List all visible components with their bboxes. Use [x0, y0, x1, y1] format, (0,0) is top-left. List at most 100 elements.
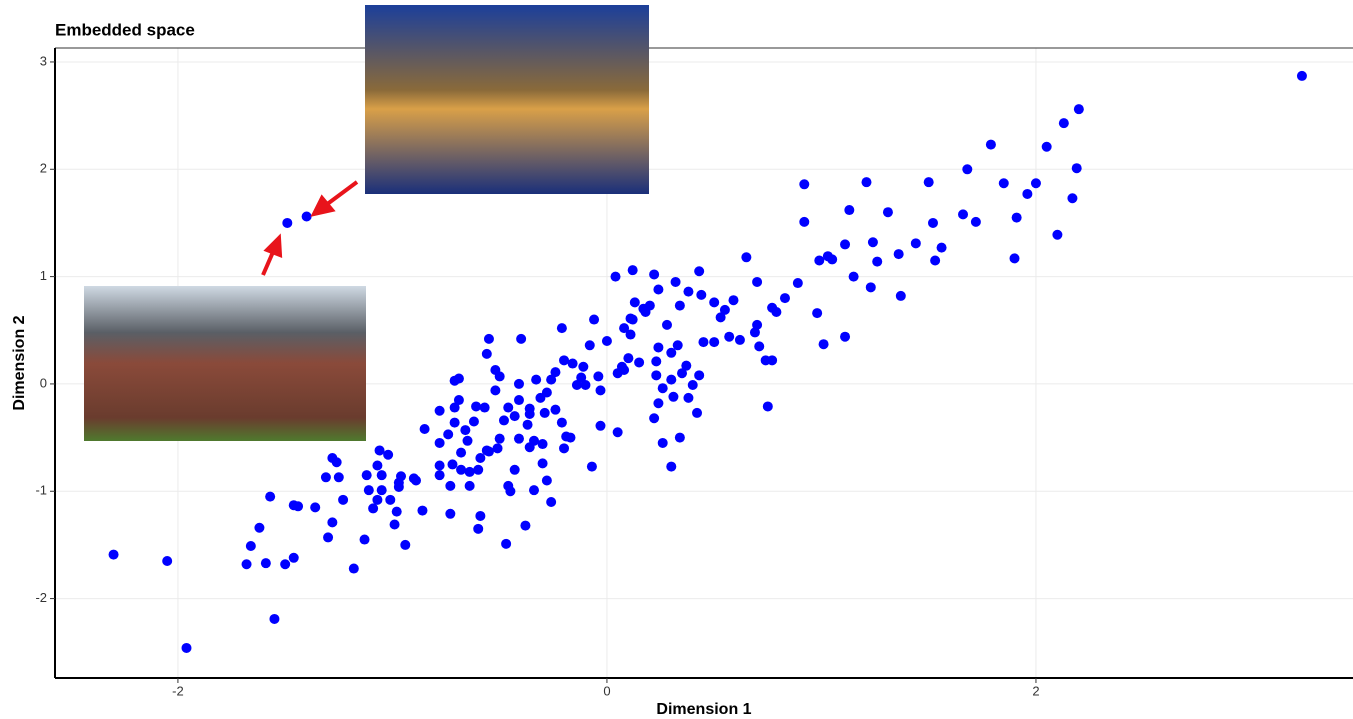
x-tick-label: -2 — [172, 683, 184, 698]
point — [499, 415, 509, 425]
point — [392, 507, 402, 517]
point — [510, 465, 520, 475]
y-tick-label: 3 — [40, 53, 47, 68]
point — [694, 266, 704, 276]
photo-manor — [84, 286, 366, 441]
point — [1012, 213, 1022, 223]
point — [525, 442, 535, 452]
point — [1031, 178, 1041, 188]
point — [962, 164, 972, 174]
point — [550, 405, 560, 415]
point — [280, 559, 290, 569]
point — [883, 207, 893, 217]
point — [484, 334, 494, 344]
point — [450, 418, 460, 428]
point — [546, 375, 556, 385]
point — [986, 140, 996, 150]
point — [666, 375, 676, 385]
point — [559, 443, 569, 453]
point — [971, 217, 981, 227]
point — [626, 330, 636, 340]
point — [559, 355, 569, 365]
point — [593, 371, 603, 381]
point — [364, 485, 374, 495]
point — [538, 458, 548, 468]
point — [435, 470, 445, 480]
x-axis-title: Dimension 1 — [656, 701, 751, 718]
point — [638, 304, 648, 314]
point — [1297, 71, 1307, 81]
point — [475, 453, 485, 463]
y-axis-title: Dimension 2 — [11, 315, 28, 410]
point — [924, 177, 934, 187]
point — [602, 336, 612, 346]
point — [613, 427, 623, 437]
y-tick-label: 0 — [40, 375, 47, 390]
point — [894, 249, 904, 259]
chart: Embedded space Dimension 1 Dimension 2 -… — [0, 0, 1353, 719]
point — [349, 564, 359, 574]
point — [482, 349, 492, 359]
point — [958, 209, 968, 219]
point — [716, 312, 726, 322]
point — [456, 465, 466, 475]
point — [651, 356, 661, 366]
point — [709, 337, 719, 347]
point — [649, 269, 659, 279]
point — [242, 559, 252, 569]
point — [692, 408, 702, 418]
point — [495, 434, 505, 444]
arrow-head — [267, 238, 280, 255]
point — [911, 238, 921, 248]
point — [505, 486, 515, 496]
point — [799, 217, 809, 227]
point — [435, 438, 445, 448]
point — [516, 334, 526, 344]
point — [565, 433, 575, 443]
point — [658, 438, 668, 448]
point — [443, 429, 453, 439]
point — [383, 450, 393, 460]
point — [724, 332, 734, 342]
point — [698, 337, 708, 347]
point — [362, 470, 372, 480]
point — [490, 365, 500, 375]
point — [557, 418, 567, 428]
point — [658, 383, 668, 393]
point — [868, 237, 878, 247]
point — [937, 243, 947, 253]
point — [310, 502, 320, 512]
point — [254, 523, 264, 533]
point — [812, 308, 822, 318]
point — [823, 251, 833, 261]
point — [368, 503, 378, 513]
point — [471, 401, 481, 411]
photo-palace — [365, 5, 649, 194]
point — [520, 521, 530, 531]
point — [999, 178, 1009, 188]
point — [327, 517, 337, 527]
point — [246, 541, 256, 551]
point — [585, 340, 595, 350]
point — [523, 420, 533, 430]
point — [628, 265, 638, 275]
point — [540, 408, 550, 418]
point — [514, 379, 524, 389]
point — [261, 558, 271, 568]
point — [780, 293, 790, 303]
arrows — [263, 182, 357, 275]
point — [623, 353, 633, 363]
point — [928, 218, 938, 228]
point — [327, 453, 337, 463]
point — [435, 406, 445, 416]
point — [409, 473, 419, 483]
point — [653, 342, 663, 352]
point — [514, 395, 524, 405]
point — [289, 553, 299, 563]
point — [694, 370, 704, 380]
point — [793, 278, 803, 288]
point — [475, 511, 485, 521]
point — [896, 291, 906, 301]
point — [377, 485, 387, 495]
point — [372, 495, 382, 505]
